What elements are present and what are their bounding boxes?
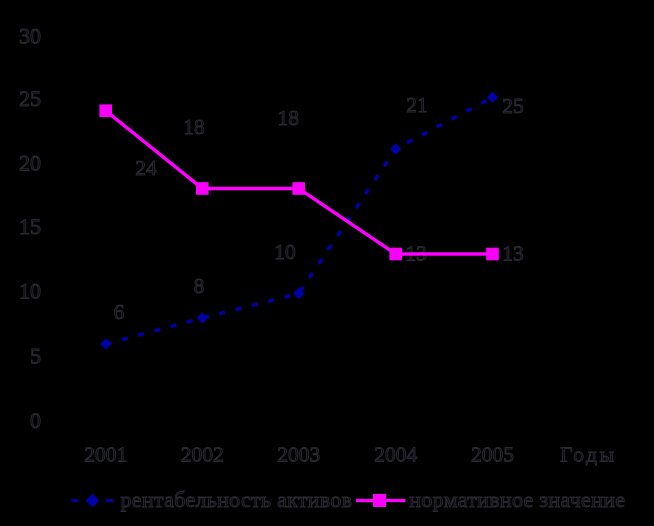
svg-text:18: 18 (278, 106, 300, 130)
svg-text:21: 21 (406, 93, 428, 117)
svg-text:24: 24 (135, 156, 157, 180)
svg-text:6: 6 (114, 300, 125, 324)
svg-text:Годы: Годы (560, 443, 616, 467)
svg-text:13: 13 (502, 242, 524, 266)
svg-text:рентабельность активов: рентабельность активов (121, 487, 353, 512)
svg-text:25: 25 (19, 86, 41, 111)
svg-text:30: 30 (19, 24, 41, 49)
svg-text:20: 20 (19, 151, 41, 176)
svg-text:25: 25 (502, 94, 524, 118)
svg-text:нормативное значение: нормативное значение (409, 487, 625, 512)
svg-text:0: 0 (30, 408, 41, 433)
svg-text:18: 18 (183, 115, 205, 139)
svg-text:10: 10 (19, 279, 41, 304)
svg-text:2005: 2005 (471, 443, 514, 467)
svg-text:15: 15 (19, 214, 41, 239)
svg-text:5: 5 (30, 344, 41, 369)
svg-text:2001: 2001 (84, 443, 127, 467)
svg-text:8: 8 (194, 274, 205, 298)
svg-text:2003: 2003 (277, 443, 320, 467)
svg-text:10: 10 (274, 240, 296, 264)
svg-text:2004: 2004 (374, 443, 417, 467)
svg-text:2002: 2002 (181, 443, 224, 467)
